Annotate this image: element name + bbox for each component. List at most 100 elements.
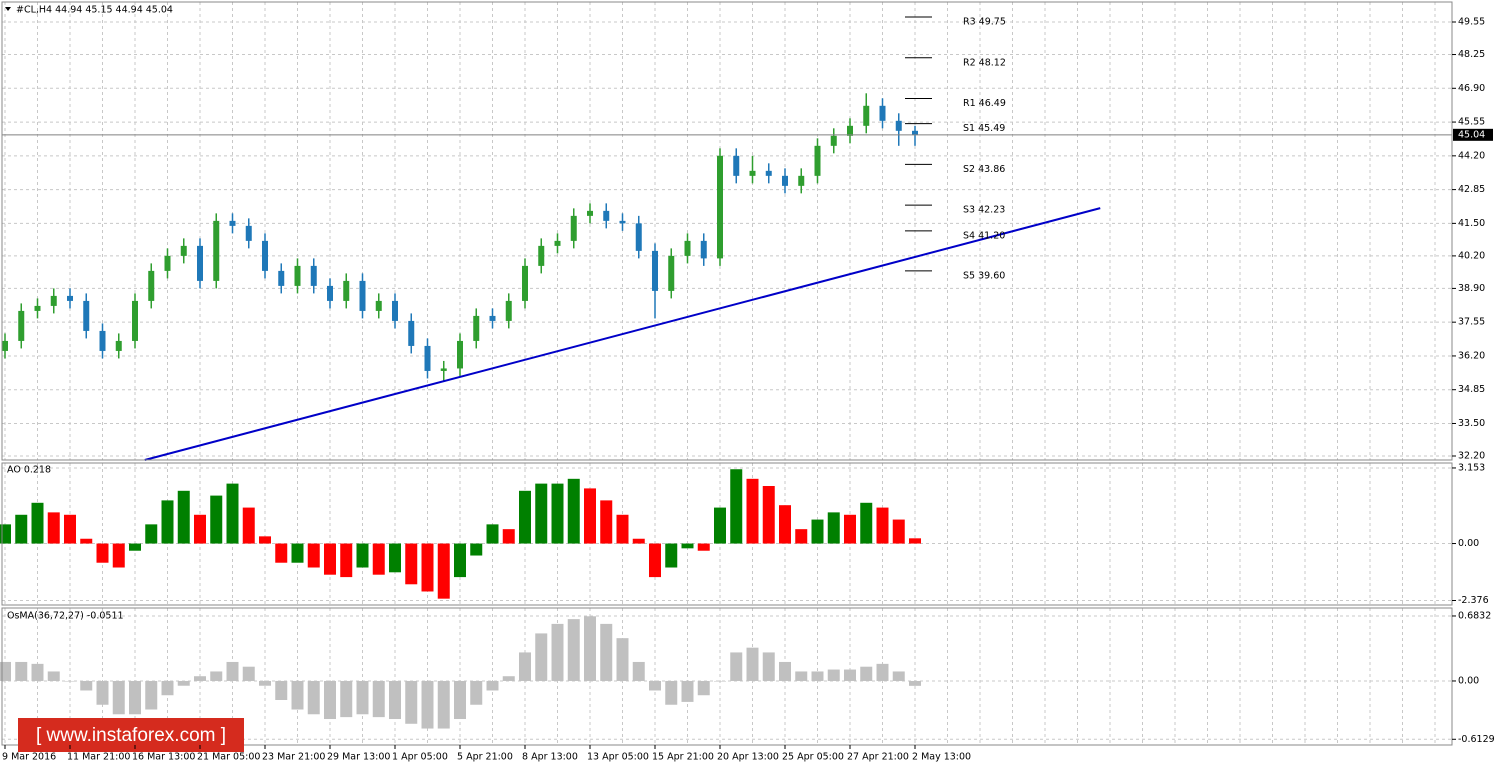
indicator-bar (210, 671, 223, 681)
indicator-bar (356, 543, 369, 568)
indicator-bar (226, 661, 239, 681)
indicator-bar (860, 502, 873, 544)
indicator-bar (64, 514, 76, 544)
indicator-bar (909, 538, 921, 544)
indicator-bar (844, 514, 856, 544)
indicator-bar (96, 680, 109, 705)
indicator-bar (876, 507, 889, 544)
indicator-bar (307, 680, 320, 715)
candle-body (847, 125, 853, 136)
candle-body (538, 245, 545, 266)
candle-body (164, 255, 171, 271)
y-tick-label: 42.85 (1458, 184, 1485, 195)
indicator-bar (437, 543, 450, 599)
candle-body (213, 220, 220, 281)
indicator-bar (486, 680, 499, 691)
indicator-bar (64, 680, 76, 682)
indicator-bar (567, 619, 580, 681)
candle-body (343, 280, 350, 301)
y-tick-label: 45.55 (1458, 117, 1485, 128)
indicator-bar (779, 661, 791, 681)
candle-body (50, 295, 57, 306)
x-tick-label: 15 Apr 21:00 (652, 752, 714, 763)
main-panel-border (1, 1, 1453, 461)
indicator-bar (421, 543, 434, 592)
indicator-bar (762, 652, 775, 681)
indicator-bar (827, 669, 840, 681)
candle-body (229, 220, 236, 226)
indicator-bar (730, 469, 743, 544)
pivot-label: S3 42.23 (963, 205, 1005, 216)
indicator-bar (372, 680, 385, 718)
candle-body (635, 223, 642, 251)
indicator-bar (454, 543, 466, 578)
indicator-bar (112, 680, 125, 715)
candle-body (522, 265, 528, 301)
current-price-box (1453, 128, 1493, 141)
candle-body (310, 265, 317, 286)
candle-body (67, 295, 73, 301)
candle-body (83, 300, 90, 331)
y-tick-label: 0.00 (1458, 538, 1479, 549)
indicator-bar (161, 500, 174, 544)
candle-body (798, 175, 805, 186)
indicator-bar (600, 500, 613, 544)
indicator-bar (145, 680, 158, 710)
candle-body (684, 240, 691, 256)
candle-body (570, 215, 577, 241)
indicator-bar (47, 512, 60, 544)
x-tick-label: 9 Mar 2016 (2, 752, 56, 763)
y-tick-label: 3.153 (1458, 462, 1485, 473)
indicator-bar (226, 483, 239, 544)
candle-body (912, 130, 918, 135)
y-tick-label: 49.55 (1458, 17, 1485, 28)
indicator-bar (454, 680, 466, 720)
x-tick-label: 1 Apr 05:00 (392, 752, 448, 763)
indicator-bar (681, 543, 694, 549)
candle-body (294, 265, 301, 286)
candle-body (392, 300, 398, 321)
candle-body (327, 285, 333, 301)
indicator-bar (275, 543, 288, 563)
candle-body (554, 240, 561, 246)
indicator-bar (746, 478, 759, 544)
indicator-bar (437, 680, 450, 729)
indicator-bar (291, 680, 304, 710)
osma-panel-border (1, 607, 1453, 746)
candle-body (473, 315, 480, 341)
indicator-bar (194, 676, 206, 681)
indicator-bar (844, 669, 856, 681)
chart-title: #CL,H4 44.94 45.15 44.94 45.04 (16, 5, 173, 16)
indicator-bar (15, 661, 28, 681)
x-tick-label: 8 Apr 13:00 (522, 752, 578, 763)
indicator-bar (632, 538, 645, 544)
indicator-bar (259, 680, 271, 686)
indicator-bar (892, 671, 905, 681)
indicator-bar (551, 623, 564, 681)
y-tick-label: 36.20 (1458, 350, 1485, 361)
indicator-bar (389, 543, 401, 573)
y-tick-label: 38.90 (1458, 283, 1485, 294)
candle-body (733, 155, 740, 176)
candle-body (505, 300, 512, 321)
candle-body (375, 300, 382, 311)
candle-body (782, 175, 788, 186)
pivot-label: R1 46.49 (963, 98, 1006, 109)
y-tick-label: 0.6832 (1458, 610, 1491, 621)
x-tick-label: 5 Apr 21:00 (457, 752, 513, 763)
indicator-bar (275, 680, 288, 700)
indicator-bar (324, 543, 336, 575)
indicator-bar (697, 543, 710, 551)
y-tick-label: 41.50 (1458, 218, 1485, 229)
indicator-bar (730, 652, 743, 681)
candle-body (2, 340, 8, 351)
indicator-bar (194, 514, 206, 544)
indicator-bar (340, 680, 353, 718)
watermark-text: [ www.instaforex.com ] (36, 725, 226, 746)
x-tick-label: 25 Apr 05:00 (782, 752, 844, 763)
indicator-bar (145, 524, 158, 544)
indicator-bar (502, 529, 515, 544)
indicator-bar (600, 623, 613, 681)
current-price-label: 45.04 (1458, 129, 1485, 140)
indicator-bar (405, 543, 418, 585)
